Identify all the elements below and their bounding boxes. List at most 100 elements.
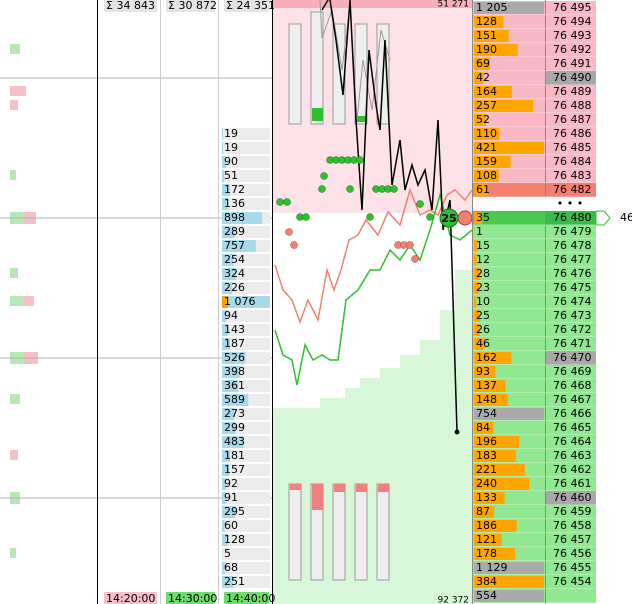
cluster-cell [222,156,270,168]
cluster-bar [222,366,240,378]
cluster-bar [222,478,227,490]
volume-cell [473,239,545,253]
cluster-bar [222,464,230,476]
cluster-bar [222,576,234,588]
cluster-value: 483 [224,435,245,448]
volume-cell [473,295,545,309]
volume-cell [473,183,545,197]
volume-bar [474,296,477,308]
volume-value: 133 [476,491,497,504]
cluster-bar [222,254,234,266]
price-cell [546,421,596,435]
volume-bar [474,268,481,280]
price-cell [546,141,596,155]
volume-value: 35 [476,211,490,224]
volume-value: 121 [476,533,497,546]
header-bg [104,0,157,12]
price: 76 479 [553,225,592,238]
box-fill [378,484,389,492]
price: 76 470 [553,351,592,364]
price: 76 486 [553,127,592,140]
red-line [274,187,473,325]
cluster-cell [222,198,270,210]
price: 76 463 [553,449,592,462]
header-bg [224,0,269,12]
price: 76 464 [553,435,592,448]
price: 76 476 [553,267,592,280]
price: 76 480 [553,211,592,224]
price-cell [546,253,596,267]
volume-value: 190 [476,43,497,56]
volume-value: 69 [476,57,490,70]
cluster-cell [222,478,270,490]
price-cell [546,1,596,15]
price: 76 482 [553,183,592,196]
marker-circle-sell [457,210,473,226]
cluster-value: 589 [224,393,245,406]
cluster-bar [222,268,237,280]
cluster-cell [222,142,270,154]
volume-value: 46 [476,337,490,350]
price: 76 492 [553,43,592,56]
cluster-value: 324 [224,267,245,280]
volume-value: 61 [476,183,490,196]
volume-value: 42 [476,71,490,84]
sell-dots [285,228,419,263]
price-cell [546,477,596,491]
volume-bar [474,548,515,560]
cluster-bar [222,184,230,196]
cluster-bar [222,240,256,252]
cluster-value: 254 [224,253,245,266]
price-cell [546,169,596,183]
cluster-value: 295 [224,505,245,518]
cluster-value: 299 [224,421,245,434]
volume-bar [474,254,477,266]
volume-bar [474,394,509,406]
price-cell [546,365,596,379]
volume-bar [474,338,485,350]
price: 76 471 [553,337,592,350]
cluster-cell [222,184,270,196]
volume-bar [474,352,512,364]
price: 76 485 [553,141,592,154]
cluster-cell [222,534,270,546]
volume-value: 257 [476,99,497,112]
volume-value: 151 [476,29,497,42]
box-fill [356,484,367,492]
volume-cell [473,113,545,127]
price-cell [546,519,596,533]
price-cell [546,239,596,253]
volume-bar [474,324,480,336]
volume-value: 240 [476,477,497,490]
price-cell [546,351,596,365]
volume-value: 110 [476,127,497,140]
price: 76 465 [553,421,592,434]
cluster-value: 526 [224,351,245,364]
price: 76 484 [553,155,592,168]
column-dividers [97,0,546,604]
cluster-value: 157 [224,463,245,476]
cluster-bar [222,128,223,140]
price-cell [546,99,596,113]
volume-value: 1 129 [476,561,508,574]
cluster-cell [222,282,270,294]
cluster-bar [222,212,263,224]
cluster-value: 19 [224,141,238,154]
box-fill [290,484,301,490]
cluster-value: 187 [224,337,245,350]
volume-value: 84 [476,421,490,434]
column-header: Σ 30 872 [168,0,217,12]
volume-value: 384 [476,575,497,588]
volume-bar [474,562,544,574]
cluster-cell [222,450,270,462]
price-cell [546,561,596,575]
volume-value: 754 [476,407,497,420]
cluster-value: 136 [224,197,245,210]
bid-zone [272,270,472,604]
price-cell [546,449,596,463]
cluster-value: 181 [224,449,245,462]
price: 76 459 [553,505,592,518]
price: 76 468 [553,379,592,392]
volume-bar [474,212,483,224]
column-footer: 14:40:00 [226,592,275,604]
